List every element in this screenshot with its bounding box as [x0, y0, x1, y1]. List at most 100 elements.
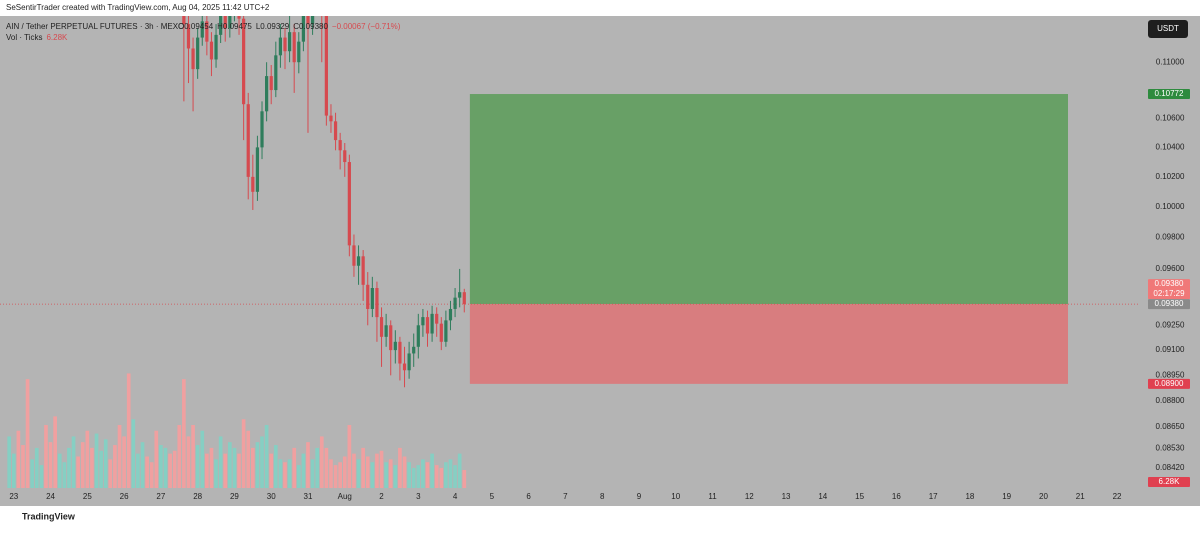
candle-body [223, 16, 227, 29]
x-tick-label: 2 [379, 492, 384, 501]
candle-body [402, 363, 407, 371]
candle-body [283, 37, 287, 52]
volume-axis-label: 6.28K [1159, 477, 1181, 486]
x-tick-label: 9 [637, 492, 642, 501]
volume-bar [333, 465, 338, 488]
candle-body [219, 16, 223, 35]
volume-bar [273, 445, 278, 488]
last-price-label: 0.09380 [1155, 279, 1184, 288]
candle-body [453, 297, 457, 309]
y-tick-label: 0.10000 [1156, 202, 1185, 211]
candle-body [310, 16, 315, 25]
y-tick-label: 0.08950 [1156, 370, 1185, 379]
volume-bar [11, 453, 16, 488]
volume-bar [140, 442, 145, 488]
volume-bar [421, 459, 425, 488]
volume-legend: 6.28K [46, 33, 68, 42]
volume-bar [264, 424, 269, 488]
volume-bar [205, 453, 209, 488]
candle-body [393, 341, 397, 351]
volume-bar [71, 436, 76, 488]
x-tick-label: 29 [230, 492, 239, 501]
x-tick-label: 11 [708, 492, 717, 501]
volume-bar [122, 436, 126, 488]
volume-bar [209, 447, 214, 488]
stop-label-box [1148, 378, 1190, 389]
candle-body [444, 320, 448, 342]
volume-bar [186, 436, 191, 488]
volume-bar [347, 424, 352, 488]
y-tick-label: 0.09800 [1156, 233, 1185, 242]
loss-zone [469, 304, 1068, 384]
countdown: 02:17:29 [1153, 289, 1185, 298]
volume-bar [232, 447, 237, 488]
candle-body [269, 76, 273, 91]
candle-body [237, 16, 241, 19]
volume-bar [163, 447, 168, 488]
volume-bar [448, 459, 453, 488]
volume-bar [94, 433, 99, 488]
volume-bar [34, 447, 39, 488]
last-price-box [1148, 279, 1190, 300]
volume-bar [149, 462, 154, 488]
candle-body [274, 55, 278, 91]
volume-bar [108, 459, 113, 488]
candle-body [265, 76, 269, 112]
volume-bar [241, 419, 246, 488]
volume-bar [370, 462, 375, 488]
volume-bar [255, 442, 260, 488]
volume-bar [338, 462, 342, 488]
volume-bar [329, 459, 333, 488]
volume-bar [416, 465, 421, 488]
y-tick-label: 0.08530 [1156, 443, 1185, 452]
volume-bar [324, 447, 329, 488]
x-tick-label: 15 [855, 492, 864, 501]
x-tick-label: 14 [818, 492, 827, 501]
candle-body [301, 16, 305, 42]
candle-body [255, 147, 260, 192]
volume-bar [292, 447, 297, 488]
candle-body [389, 325, 393, 351]
volume-bar [439, 467, 444, 488]
entry-label-box [1148, 299, 1190, 310]
volume-bar [388, 459, 393, 488]
candle-body [352, 245, 356, 266]
candle-body [242, 18, 246, 105]
candle-body [287, 32, 292, 52]
volume-bar [80, 442, 85, 488]
x-tick-label: 28 [193, 492, 202, 501]
x-tick-label: 6 [526, 492, 531, 501]
y-tick-label: 0.08800 [1156, 396, 1185, 405]
volume-bar [99, 450, 103, 488]
candle-body [425, 317, 430, 334]
volume-bar [361, 447, 365, 488]
candle-body [375, 288, 379, 318]
volume-bar [411, 467, 416, 488]
footer: TradingView [22, 511, 76, 521]
volume-bar [90, 447, 94, 488]
x-tick-label: 25 [83, 492, 92, 501]
x-tick-label: 10 [671, 492, 680, 501]
volume-bar [283, 462, 287, 488]
candle-body [182, 16, 186, 25]
volume-bar [310, 459, 315, 488]
candle-body [316, 0, 319, 1]
plot-area [0, 0, 1140, 488]
x-tick-label: 24 [46, 492, 55, 501]
volume-bar [250, 447, 255, 488]
volume-bar [398, 447, 402, 488]
ohlc-legend: O0.09454 [178, 22, 214, 31]
candle-body [200, 21, 204, 38]
x-tick-label: 17 [929, 492, 938, 501]
x-tick-label: 8 [600, 492, 605, 501]
candle-body [343, 150, 347, 163]
candle-body [228, 16, 232, 29]
candle-body [260, 111, 264, 148]
profit-zone [469, 94, 1068, 305]
x-tick-label: 12 [745, 492, 754, 501]
volume-bar [25, 379, 30, 488]
x-tick-label: Aug [338, 492, 352, 501]
volume-bar [278, 459, 283, 488]
y-tick-label: 0.09100 [1156, 345, 1185, 354]
candle-body [338, 140, 342, 151]
